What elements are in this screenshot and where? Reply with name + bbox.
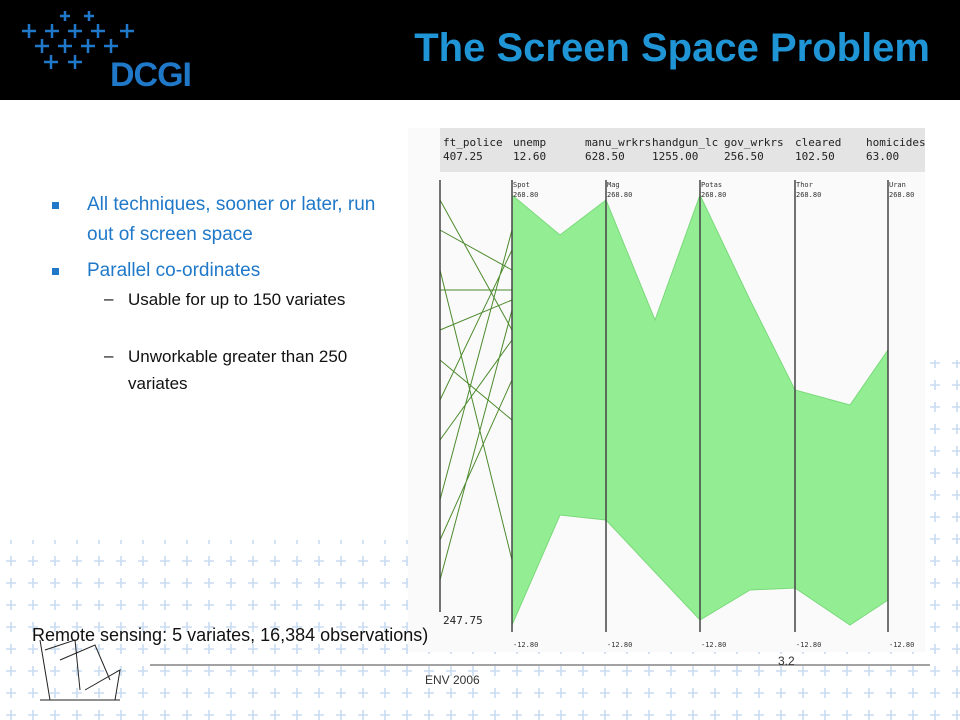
axis-min: -12.80 [607, 641, 632, 649]
axis-min: -12.80 [889, 641, 914, 649]
column-value: 102.50 [795, 150, 835, 163]
column-value: 1255.00 [652, 150, 698, 163]
axis-max: 268.80 [796, 191, 821, 199]
bullet: All techniques, sooner or later, run out… [87, 194, 376, 245]
page-number: 3.2 [778, 654, 795, 668]
column-name: unemp [513, 136, 546, 149]
column-value: 63.00 [866, 150, 899, 163]
axes [439, 180, 889, 632]
column-min: 247.75 [443, 614, 483, 627]
column-value: 628.50 [585, 150, 625, 163]
column-name: gov_wrkrs [724, 136, 784, 149]
bullet-markers [52, 202, 59, 275]
university-emblem [39, 639, 121, 701]
column-name: homicides [866, 136, 926, 149]
axis-min: -12.80 [513, 641, 538, 649]
dash: – [104, 289, 114, 308]
sub-bullet: Usable for up to 150 variates [128, 290, 346, 309]
dash: – [104, 346, 114, 365]
column-name: ft_police [443, 136, 503, 149]
figure-caption: Remote sensing: 5 variates, 16,384 obser… [32, 625, 429, 645]
axis-name: Spot [513, 181, 530, 189]
column-value: 407.25 [443, 150, 483, 163]
column-value: 12.60 [513, 150, 546, 163]
axis-max: 268.80 [889, 191, 914, 199]
figure-header [440, 128, 925, 172]
logo-text: DCGI [110, 56, 192, 94]
axis-name: Thor [796, 181, 813, 189]
axis-name: Mag [607, 181, 620, 189]
axis-max: 268.80 [701, 191, 726, 199]
column-name: manu_wrkrs [585, 136, 651, 149]
footer-event: ENV 2006 [425, 673, 480, 687]
logo-crosses [22, 11, 134, 69]
slide-title: The Screen Space Problem [414, 26, 930, 70]
ft-police-lines [439, 199, 513, 581]
axis-name: Potas [701, 181, 722, 189]
bullet: Parallel co-ordinates [87, 260, 261, 281]
axis-name: Uran [889, 181, 906, 189]
column-name: cleared [795, 136, 841, 149]
column-value: 256.50 [724, 150, 764, 163]
axis-max: 268.80 [607, 191, 632, 199]
sub-bullet: Unworkable greater than 250 variates [128, 347, 348, 393]
header-bar [0, 0, 960, 100]
axis-min: -12.80 [796, 641, 821, 649]
axis-max: 268.80 [513, 191, 538, 199]
axis-min: -12.80 [701, 641, 726, 649]
column-name: handgun_lc [652, 136, 718, 149]
